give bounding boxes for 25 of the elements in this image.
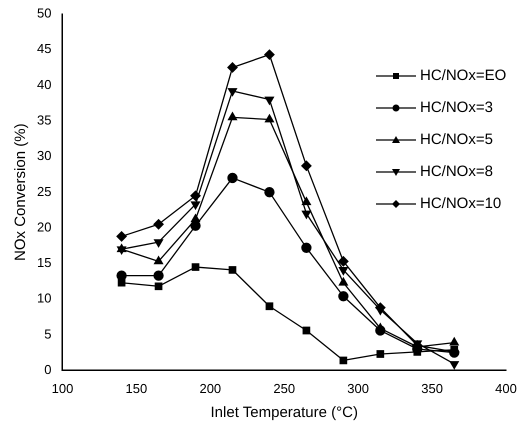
x-tick-label: 100 — [52, 380, 74, 396]
x-tick-label: 200 — [199, 380, 222, 396]
x-tick-label: 150 — [126, 380, 148, 396]
y-tick-label: 30 — [36, 148, 52, 164]
y-tick-label: 35 — [36, 112, 52, 128]
y-tick-label: 10 — [36, 290, 52, 306]
legend-label: HC/NOx=EO — [420, 67, 506, 84]
legend-label: HC/NOx=10 — [420, 195, 502, 212]
y-tick-label: 20 — [36, 219, 52, 234]
y-tick-label: 50 — [36, 6, 52, 21]
x-tick-label: 350 — [421, 380, 443, 396]
y-tick-label: 15 — [36, 255, 52, 270]
y-tick-label: 25 — [36, 184, 52, 199]
y-axis-title: NOx Conversion (%) — [12, 123, 30, 261]
y-tick-label: 0 — [44, 362, 52, 377]
x-tick-label: 250 — [273, 380, 296, 396]
legend-label: HC/NOx=3 — [420, 99, 493, 116]
x-tick-label: 300 — [347, 380, 370, 396]
legend-label: HC/NOx=8 — [420, 163, 493, 180]
x-axis-title: Inlet Temperature (°C) — [210, 404, 358, 422]
x-tick-label: 400 — [495, 380, 517, 396]
y-tick-label: 40 — [36, 76, 52, 92]
legend-label: HC/NOx=5 — [420, 131, 493, 148]
y-tick-label: 5 — [44, 326, 52, 342]
y-tick-label: 45 — [36, 41, 52, 56]
